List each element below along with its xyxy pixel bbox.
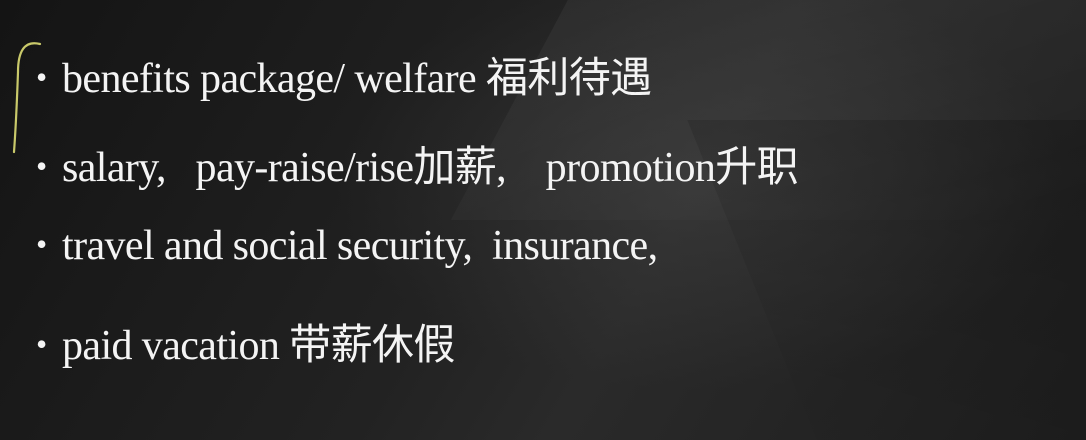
bullet-text: travel and social security, insurance, bbox=[62, 223, 658, 269]
bullet-list: • benefits package/ welfare 福利待遇 • salar… bbox=[36, 44, 799, 400]
bullet-item-vacation: • paid vacation 带薪休假 bbox=[36, 311, 798, 400]
bullet-text: salary, pay-raise/rise加薪, promotion升职 bbox=[62, 145, 799, 191]
bullet-dot: • bbox=[36, 226, 47, 262]
bullet-item-benefits: • benefits package/ welfare 福利待遇 bbox=[36, 44, 798, 133]
bullet-text: paid vacation 带薪休假 bbox=[62, 323, 455, 369]
bullet-dot: • bbox=[36, 148, 47, 184]
bullet-item-travel: • travel and social security, insurance, bbox=[36, 222, 798, 311]
bullet-text: benefits package/ welfare 福利待遇 bbox=[62, 56, 652, 102]
bullet-dot: • bbox=[36, 326, 47, 362]
handwritten-bracket-annotation bbox=[12, 42, 42, 154]
bullet-item-salary: • salary, pay-raise/rise加薪, promotion升职 bbox=[36, 133, 799, 222]
bullet-dot: • bbox=[36, 59, 47, 95]
